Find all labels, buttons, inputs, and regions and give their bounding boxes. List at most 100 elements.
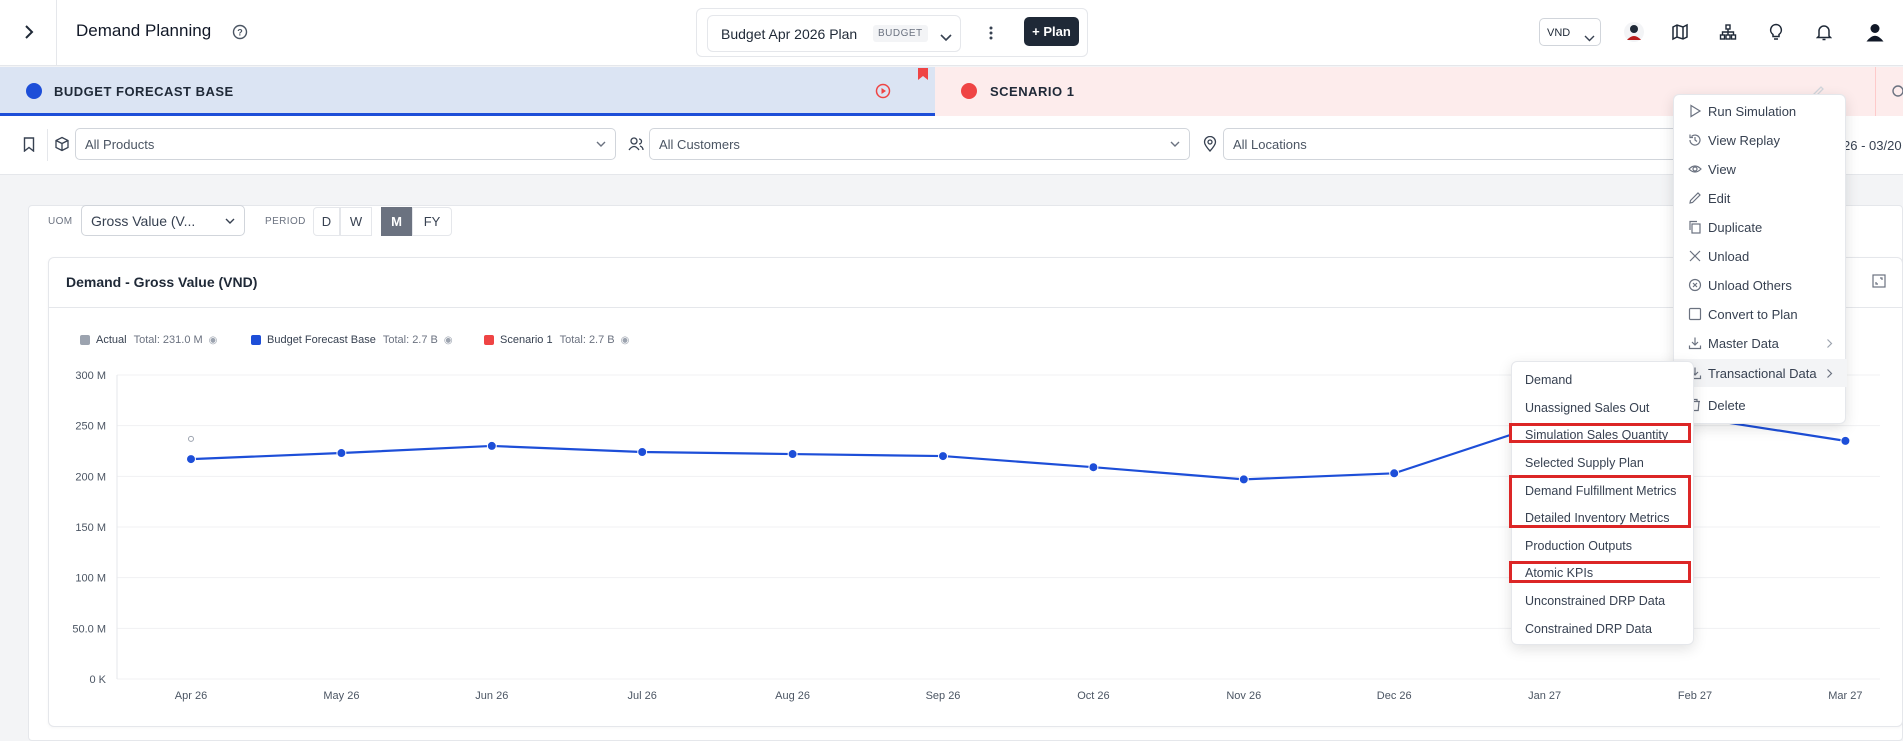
menu-item-unload-others[interactable]: Unload Others	[1674, 271, 1847, 299]
legend-total: Total: 2.7 B	[559, 334, 615, 346]
location-pin-icon	[1201, 135, 1219, 153]
products-filter-value: All Products	[85, 136, 155, 152]
add-plan-button[interactable]: + Plan	[1024, 17, 1079, 46]
customers-filter[interactable]: All Customers	[649, 128, 1190, 160]
legend-swatch	[251, 335, 261, 345]
period-label: PERIOD	[265, 216, 306, 227]
legend-actual[interactable]: Actual Total: 231.0 M ◉	[80, 334, 217, 346]
period-fiscal-year-button[interactable]: FY	[412, 207, 452, 236]
products-filter[interactable]: All Products	[75, 128, 616, 160]
period-week-button[interactable]: W	[340, 207, 372, 236]
legend-swatch	[80, 335, 90, 345]
submenu-item-unconstrained-drp-data[interactable]: Unconstrained DRP Data	[1525, 594, 1666, 608]
chart-card-title: Demand - Gross Value (VND)	[66, 274, 258, 290]
uom-select[interactable]: Gross Value (V...	[81, 205, 245, 236]
menu-item-label: Run Simulation	[1708, 103, 1797, 119]
menu-item-master-data[interactable]: Master Data	[1674, 329, 1847, 357]
y-tick-label: 50.0 M	[72, 623, 106, 635]
x-tick-label: Jul 26	[628, 690, 657, 702]
period-month-button[interactable]: M	[381, 207, 412, 236]
menu-item-edit[interactable]: Edit	[1674, 184, 1847, 212]
play-circle-icon[interactable]	[874, 82, 892, 100]
locations-filter-value: All Locations	[1233, 136, 1307, 152]
locations-filter[interactable]: All Locations	[1223, 128, 1683, 160]
tab-divider	[1875, 67, 1876, 116]
submenu-item-detailed-inventory-metrics[interactable]: Detailed Inventory Metrics	[1525, 511, 1670, 525]
square-icon	[1688, 307, 1702, 321]
y-tick-label: 0 K	[89, 674, 106, 686]
chevron-down-icon	[940, 29, 952, 47]
legend-total: Total: 231.0 M	[133, 334, 203, 346]
expand-sidebar-icon[interactable]	[18, 21, 40, 43]
bookmark-icon[interactable]	[21, 135, 37, 153]
date-range[interactable]: 26 - 03/20	[1843, 138, 1902, 153]
x-tick-label: Nov 26	[1226, 690, 1261, 702]
submenu-item-production-outputs[interactable]: Production Outputs	[1525, 539, 1633, 553]
tab-budget-forecast-base[interactable]: BUDGET FORECAST BASE	[0, 67, 935, 116]
hierarchy-icon[interactable]	[1718, 22, 1738, 42]
menu-item-label: View	[1708, 161, 1736, 177]
legend-scenario-1[interactable]: Scenario 1 Total: 2.7 B ◉	[484, 334, 629, 346]
data-point	[336, 448, 347, 459]
help-icon[interactable]: ?	[231, 23, 249, 41]
plan-selector[interactable]: Budget Apr 2026 Plan BUDGET	[707, 15, 961, 52]
submenu-item-atomic-kpis[interactable]: Atomic KPIs	[1525, 566, 1594, 580]
user-avatar-icon[interactable]	[1622, 20, 1646, 44]
data-point	[1389, 468, 1400, 479]
y-tick-label: 250 M	[75, 421, 106, 433]
menu-item-run-simulation[interactable]: Run Simulation	[1674, 97, 1847, 125]
menu-item-view-replay[interactable]: View Replay	[1674, 126, 1847, 154]
uom-select-value: Gross Value (V...	[91, 212, 196, 229]
eye-icon	[1688, 162, 1702, 176]
x-tick-label: Feb 27	[1678, 690, 1712, 702]
top-bar: Demand Planning ? Budget Apr 2026 Plan B…	[0, 0, 1903, 66]
menu-item-convert-to-plan[interactable]: Convert to Plan	[1674, 300, 1847, 328]
submenu-item-constrained-drp-data[interactable]: Constrained DRP Data	[1525, 622, 1652, 636]
submenu-item-unassigned-sales-out[interactable]: Unassigned Sales Out	[1525, 401, 1650, 415]
menu-item-unload[interactable]: Unload	[1674, 242, 1847, 270]
submenu-item-selected-supply-plan[interactable]: Selected Supply Plan	[1525, 456, 1644, 470]
data-point	[186, 454, 196, 465]
eye-icon[interactable]: ◉	[620, 334, 630, 346]
eye-icon[interactable]: ◉	[208, 334, 218, 346]
actual-point	[188, 435, 194, 442]
legend-budget-forecast-base[interactable]: Budget Forecast Base Total: 2.7 B ◉	[251, 334, 453, 346]
legend-swatch	[484, 335, 494, 345]
legend-label: Actual	[96, 334, 127, 346]
menu-item-label: View Replay	[1708, 132, 1781, 148]
fullscreen-icon[interactable]	[1870, 272, 1888, 290]
more-options-icon[interactable]	[985, 23, 997, 43]
filter-divider	[47, 129, 48, 161]
x-tick-label: Jun 26	[475, 690, 508, 702]
menu-item-transactional-data[interactable]: Transactional Data	[1674, 359, 1847, 387]
card-header-divider	[48, 307, 1903, 308]
submenu-item-demand[interactable]: Demand	[1525, 373, 1573, 387]
menu-item-label: Transactional Data	[1708, 365, 1817, 381]
menu-item-duplicate[interactable]: Duplicate	[1674, 213, 1847, 241]
eye-icon[interactable]: ◉	[443, 334, 453, 346]
menu-item-view[interactable]: View	[1674, 155, 1847, 183]
copy-icon	[1688, 220, 1702, 234]
period-day-button[interactable]: D	[313, 207, 340, 236]
uom-label: UOM	[48, 216, 73, 227]
chevron-right-icon	[1826, 337, 1833, 352]
menu-item-label: Unload Others	[1708, 277, 1792, 293]
submenu-item-simulation-sales-quantity[interactable]: Simulation Sales Quantity	[1525, 428, 1669, 442]
link-icon[interactable]	[1890, 83, 1903, 104]
menu-item-label: Delete	[1708, 397, 1746, 413]
bell-icon[interactable]	[1814, 22, 1834, 42]
submenu-item-demand-fulfillment-metrics[interactable]: Demand Fulfillment Metrics	[1525, 484, 1677, 498]
chevron-down-icon	[1584, 29, 1595, 47]
lightbulb-icon[interactable]	[1766, 22, 1786, 42]
plan-name: Budget Apr 2026 Plan	[721, 26, 858, 42]
chevron-down-icon	[224, 214, 236, 231]
data-point	[486, 440, 497, 451]
menu-item-delete[interactable]: Delete	[1674, 391, 1847, 419]
x-tick-label: Jan 27	[1528, 690, 1561, 702]
y-tick-label: 300 M	[75, 370, 106, 382]
currency-select[interactable]: VND	[1539, 18, 1601, 46]
customers-icon	[627, 135, 645, 153]
map-icon[interactable]	[1670, 22, 1690, 42]
profile-icon[interactable]	[1864, 21, 1886, 43]
history-icon	[1688, 133, 1702, 147]
